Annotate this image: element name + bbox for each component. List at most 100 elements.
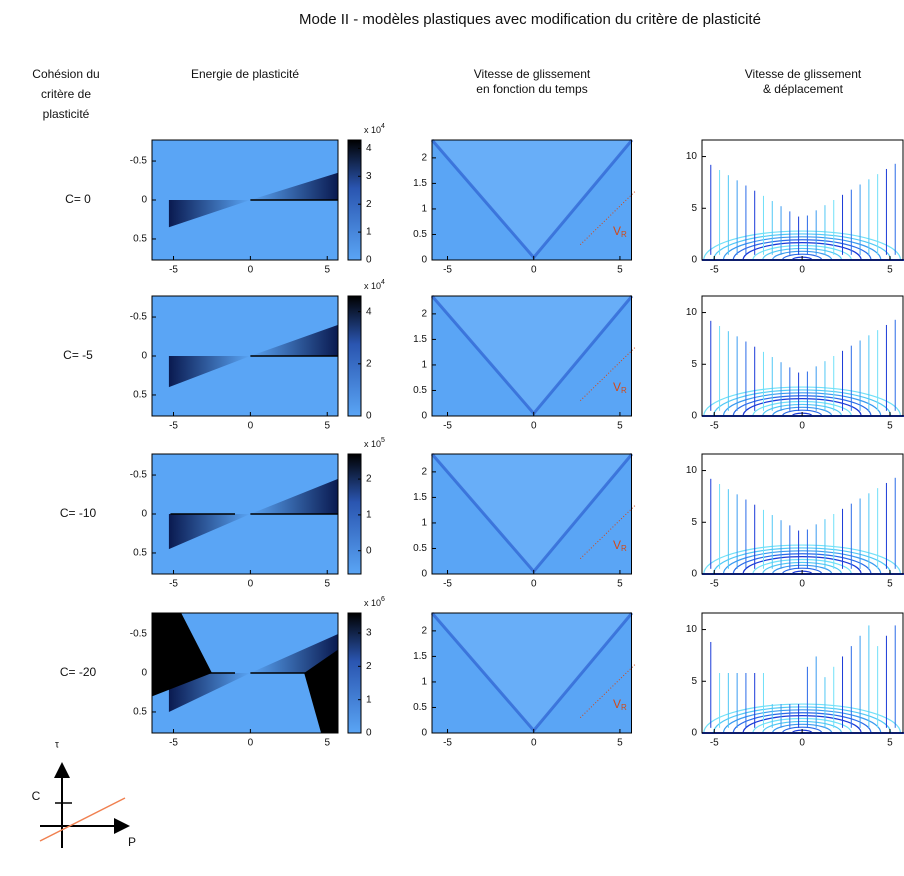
slip-curve — [712, 547, 892, 575]
slip-curve — [762, 561, 843, 575]
slip-curve — [732, 553, 872, 575]
colorbar-multiplier: x 104 — [364, 123, 385, 136]
column-title: Vitesse de glissement — [474, 67, 591, 81]
x-tick-label: -5 — [169, 265, 178, 276]
y-tick-label: 2 — [421, 467, 427, 478]
row-header: plasticité — [43, 107, 90, 121]
row-label: C= -20 — [60, 665, 97, 679]
slip-curve — [732, 239, 872, 261]
x-tick-label: -5 — [443, 421, 452, 432]
slip-curve — [772, 406, 833, 417]
x-tick-label: 5 — [324, 421, 330, 432]
y-tick-label: 0 — [691, 255, 697, 266]
velocity-panel: VR — [430, 295, 636, 417]
y-tick-label: 0.5 — [413, 543, 427, 554]
inset-diagram: τ C P — [32, 740, 136, 850]
y-tick-label: -0.5 — [130, 470, 148, 481]
vr-subscript: R — [621, 230, 627, 239]
slip-curve — [762, 403, 843, 417]
x-tick-label: 0 — [248, 265, 254, 276]
slip-curve — [722, 392, 882, 417]
slip-curve — [703, 703, 902, 734]
x-tick-label: 5 — [887, 738, 893, 749]
y-tick-label: 1 — [421, 360, 427, 371]
y-tick-label: 0 — [141, 509, 147, 520]
x-tick-label: -5 — [710, 421, 719, 432]
x-tick-label: 5 — [324, 265, 330, 276]
x-tick-label: 0 — [799, 421, 805, 432]
vr-text: V — [613, 380, 621, 394]
displacement-panel — [701, 453, 904, 575]
panel-frame — [431, 453, 632, 575]
row-label: C= 0 — [65, 192, 91, 206]
slip-curve — [781, 253, 823, 261]
vr-label: VR — [613, 697, 627, 712]
x-tick-label: 0 — [799, 738, 805, 749]
x-tick-label: 5 — [617, 265, 623, 276]
panel-background — [702, 296, 904, 416]
vr-text: V — [613, 538, 621, 552]
slip-curve — [772, 250, 833, 261]
multiplier-base: x 10 — [364, 598, 381, 608]
inset-c-label: C — [32, 789, 41, 803]
colorbar-tick-label: 1 — [366, 227, 372, 238]
panel-background — [702, 140, 904, 260]
panel-frame — [431, 612, 632, 734]
x-tick-label: 5 — [324, 738, 330, 749]
slip-curve — [742, 398, 862, 417]
colorbar-tick-label: 2 — [366, 358, 372, 369]
row-label: C= -10 — [60, 506, 97, 520]
velocity-panel: VR — [430, 612, 636, 734]
x-tick-label: 0 — [248, 738, 254, 749]
y-tick-label: 5 — [691, 203, 697, 214]
y-tick-label: 0.5 — [413, 385, 427, 396]
y-tick-label: 10 — [686, 151, 698, 162]
y-tick-label: 0 — [421, 728, 427, 739]
displacement-panel — [701, 295, 904, 417]
y-tick-label: 1 — [421, 204, 427, 215]
row-label: C= -5 — [63, 348, 93, 362]
x-tick-label: 5 — [617, 738, 623, 749]
y-tick-label: -0.5 — [130, 156, 148, 167]
vr-label: VR — [613, 538, 627, 553]
column-title: & déplacement — [763, 82, 844, 96]
x-tick-label: 5 — [887, 421, 893, 432]
vr-line — [579, 663, 636, 719]
x-tick-label: -5 — [443, 738, 452, 749]
multiplier-exponent: 5 — [381, 437, 385, 444]
plastic-zone — [152, 613, 212, 697]
slip-curve — [703, 544, 902, 575]
x-tick-label: -5 — [710, 579, 719, 590]
colorbar-tick-label: 3 — [366, 171, 372, 182]
y-tick-label: 0 — [691, 411, 697, 422]
rupture-cone — [432, 613, 632, 731]
y-tick-label: 1 — [421, 677, 427, 688]
colorbar-multiplier: x 106 — [364, 596, 385, 609]
panel-background — [702, 454, 904, 574]
y-tick-label: 0.5 — [413, 702, 427, 713]
multiplier-base: x 10 — [364, 281, 381, 291]
y-tick-label: 0 — [421, 255, 427, 266]
slip-curve — [732, 712, 872, 734]
row-header: Cohésion du — [32, 67, 99, 81]
velocity-panel: VR — [430, 453, 636, 575]
colorbar-tick-label: 0 — [366, 728, 372, 739]
y-tick-label: 1.5 — [413, 178, 427, 189]
displacement-panel — [701, 139, 904, 261]
x-tick-label: 5 — [887, 579, 893, 590]
colorbar-tick-label: 2 — [366, 474, 372, 485]
y-tick-label: 1.5 — [413, 651, 427, 662]
x-tick-label: -5 — [443, 265, 452, 276]
velocity-panel: VR — [430, 139, 636, 261]
displacement-panel — [701, 612, 904, 734]
colorbar — [347, 295, 362, 417]
y-tick-label: 0.5 — [133, 390, 147, 401]
colorbar-tick-label: 2 — [366, 661, 372, 672]
rupture-cone — [432, 454, 632, 572]
figure-title: Mode II - modèles plastiques avec modifi… — [299, 11, 761, 28]
colorbar-tick-label: 1 — [366, 510, 372, 521]
plastic-zone — [250, 478, 338, 514]
slip-curve — [703, 386, 902, 417]
y-tick-label: 0.5 — [413, 229, 427, 240]
